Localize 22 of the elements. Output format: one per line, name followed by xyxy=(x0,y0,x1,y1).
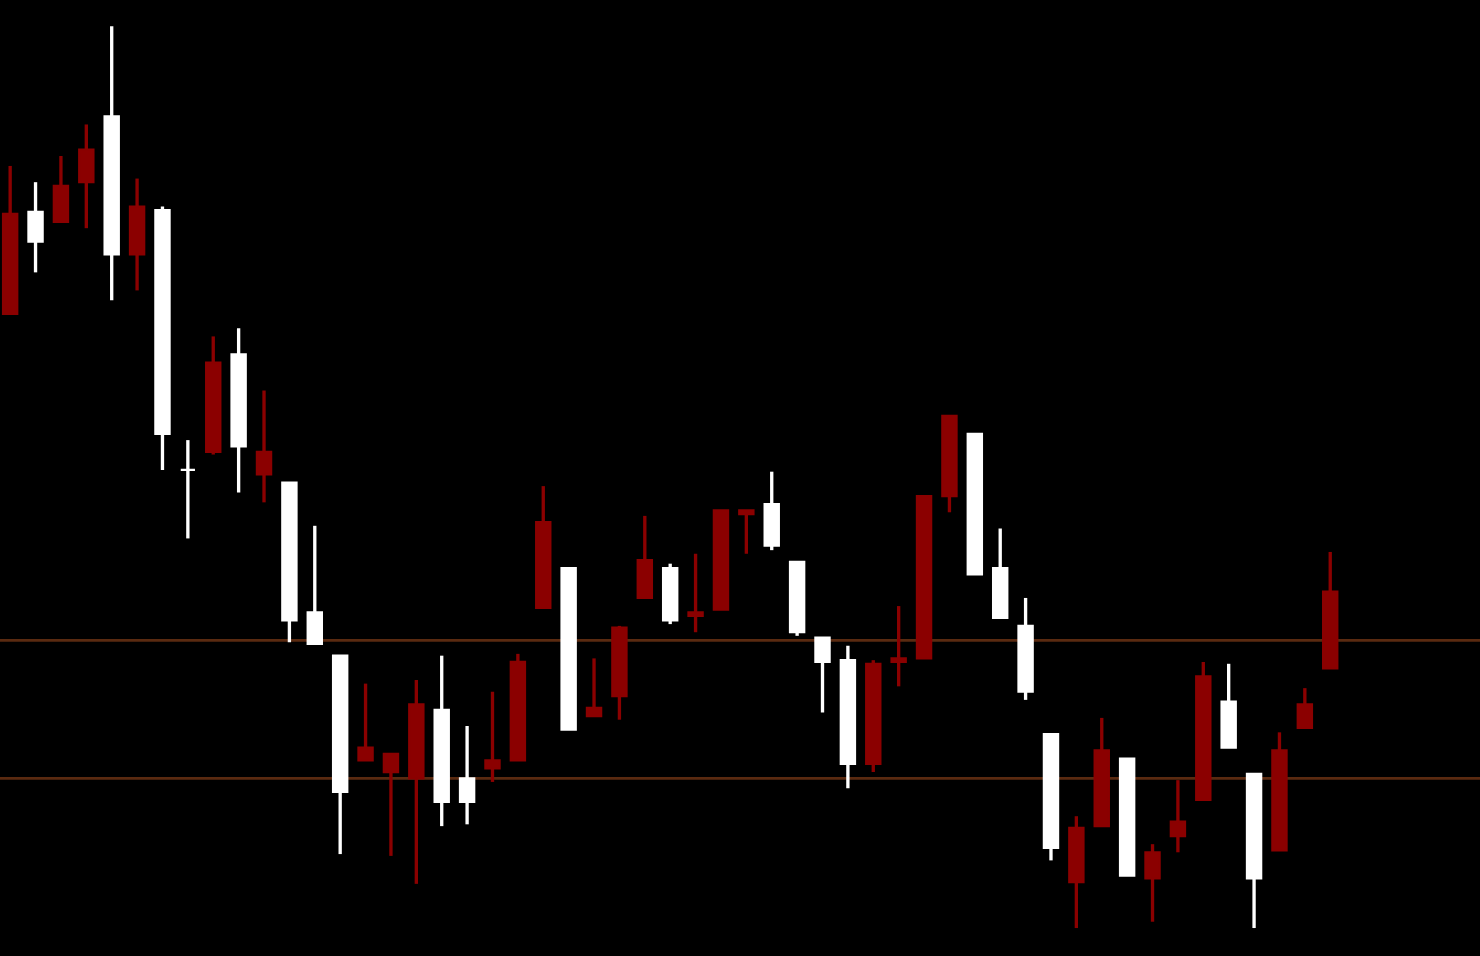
candlestick xyxy=(27,180,44,275)
candlestick xyxy=(1220,662,1237,750)
candlestick xyxy=(357,681,374,762)
candlestick xyxy=(1144,842,1161,924)
candlestick xyxy=(585,656,603,718)
candlestick xyxy=(255,388,273,505)
candlestick xyxy=(814,635,831,715)
candlestick xyxy=(1169,778,1187,854)
candlestick xyxy=(52,154,70,224)
candlestick xyxy=(458,724,476,826)
candlestick xyxy=(78,122,95,230)
candlestick xyxy=(738,508,755,556)
candlestick xyxy=(890,604,907,689)
candlestick xyxy=(128,176,146,293)
candlestick xyxy=(687,552,704,634)
candlestick xyxy=(763,470,780,552)
candlestick xyxy=(484,690,501,784)
candlestick xyxy=(382,752,400,858)
candlestick xyxy=(636,514,654,600)
candlestick xyxy=(306,524,323,646)
candlestick xyxy=(179,438,197,541)
candlestick xyxy=(1296,686,1314,730)
